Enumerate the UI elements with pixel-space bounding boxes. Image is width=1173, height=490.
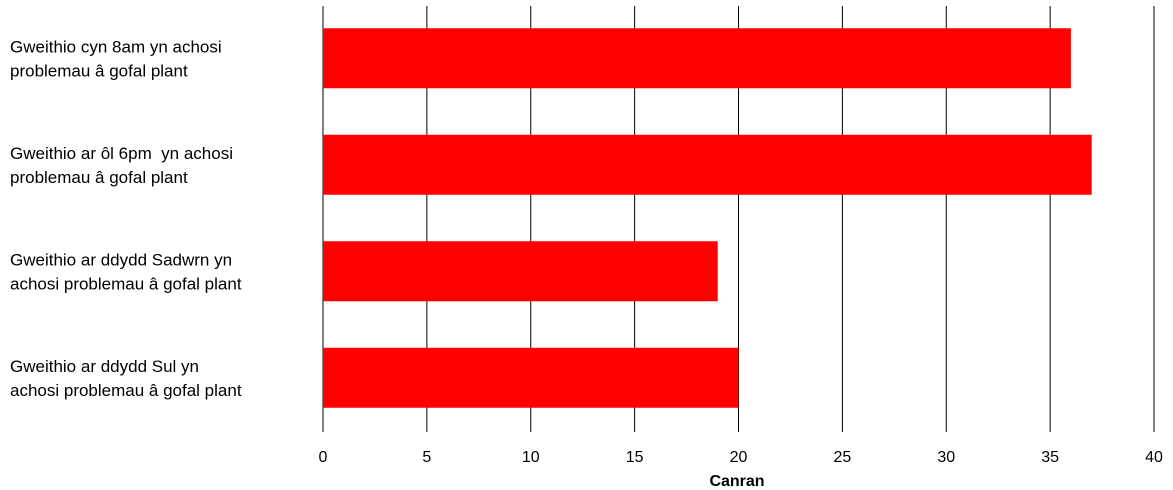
- x-tick-label: 35: [1041, 449, 1059, 466]
- x-tick-label: 10: [522, 449, 540, 466]
- x-tick-label: 5: [422, 449, 431, 466]
- bar-4: [323, 347, 739, 408]
- category-label: achosi problemau â gofal plant: [10, 274, 242, 293]
- category-labels: Gweithio cyn 8am yn achosi problemau â go…: [10, 37, 242, 400]
- x-tick-label: 30: [937, 449, 955, 466]
- bar-2: [323, 134, 1092, 195]
- category-label: problemau â gofal plant: [10, 168, 188, 187]
- category-label: Gweithio ar ddydd Sul yn: [10, 357, 199, 376]
- category-label: Gweithio ar ddydd Sadwrn yn: [10, 250, 232, 269]
- bars: [323, 28, 1092, 408]
- category-label: achosi problemau â gofal plant: [10, 381, 242, 400]
- x-axis-title: Canran: [709, 473, 764, 490]
- category-label: Gweithio ar ôl 6pm yn achosi: [10, 144, 233, 163]
- category-label: Gweithio cyn 8am yn achosi: [10, 37, 222, 56]
- x-tick-label: 25: [833, 449, 851, 466]
- x-tick-label: 15: [626, 449, 644, 466]
- x-tick-labels: 0 5 10 15 20 25 30 35 40: [319, 449, 1163, 466]
- category-label: problemau â gofal plant: [10, 61, 188, 80]
- bar-3: [323, 241, 718, 302]
- x-tick-label: 40: [1145, 449, 1163, 466]
- x-tick-label: 0: [319, 449, 328, 466]
- bar-1: [323, 28, 1071, 89]
- x-tick-label: 20: [730, 449, 748, 466]
